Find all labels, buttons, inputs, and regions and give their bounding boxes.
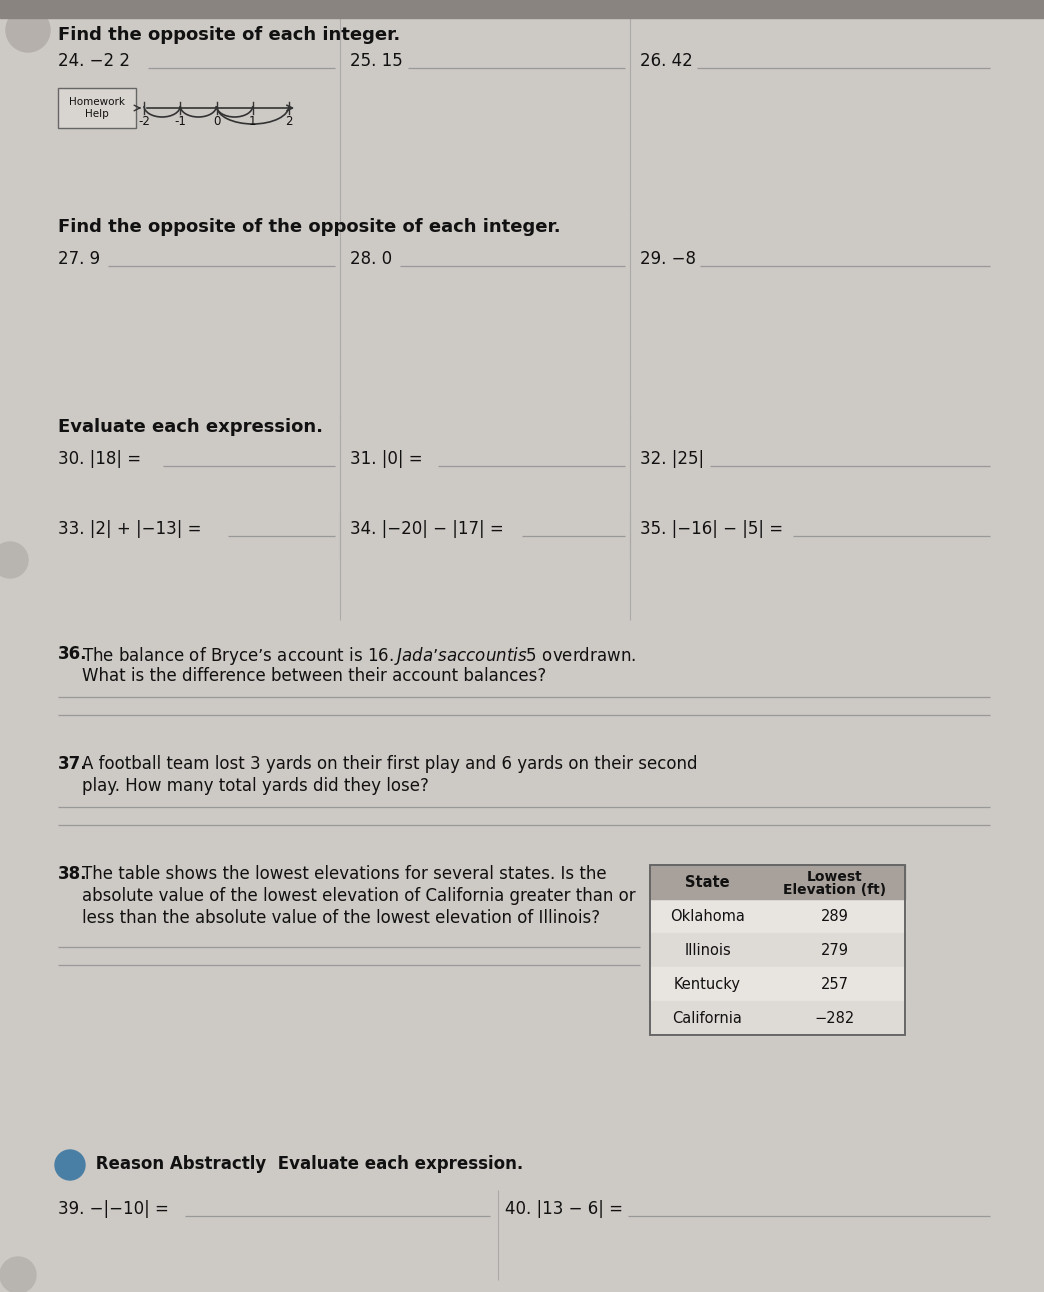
Bar [650, 866, 905, 1035]
Text: 25. 15: 25. 15 [350, 52, 403, 70]
Text: 30. |18| =: 30. |18| = [58, 450, 141, 468]
Text: The table shows the lowest elevations for several states. Is the: The table shows the lowest elevations fo… [82, 866, 607, 882]
Text: 33. |2| + |−13| =: 33. |2| + |−13| = [58, 519, 201, 537]
Text: Find the opposite of the opposite of each integer.: Find the opposite of the opposite of eac… [58, 218, 561, 236]
Text: 38.: 38. [58, 866, 88, 882]
Text: California: California [672, 1010, 742, 1026]
Circle shape [0, 543, 28, 578]
Text: 27. 9: 27. 9 [58, 249, 100, 267]
Text: 34. |−20| − |17| =: 34. |−20| − |17| = [350, 519, 504, 537]
Text: The balance of Bryce’s account is $16. Jada’s account is $5 overdrawn.: The balance of Bryce’s account is $16. J… [82, 645, 636, 667]
Circle shape [55, 1150, 85, 1180]
Text: 36.: 36. [58, 645, 88, 663]
Text: 2: 2 [285, 115, 292, 128]
Bar [650, 866, 905, 1035]
Text: CCSS: CCSS [55, 1160, 85, 1171]
Text: less than the absolute value of the lowest elevation of Illinois?: less than the absolute value of the lowe… [82, 910, 600, 926]
Text: Evaluate each expression.: Evaluate each expression. [58, 419, 323, 435]
Text: 0: 0 [213, 115, 220, 128]
Text: 39. −|−10| =: 39. −|−10| = [58, 1200, 169, 1218]
Bar [58, 88, 136, 128]
Bar [650, 1001, 905, 1035]
Text: Elevation (ft): Elevation (ft) [783, 882, 886, 897]
Text: Find the opposite of each integer.: Find the opposite of each integer. [58, 26, 400, 44]
Bar [650, 966, 905, 1001]
Text: play. How many total yards did they lose?: play. How many total yards did they lose… [82, 776, 429, 795]
Text: Kentucky: Kentucky [674, 977, 741, 991]
Text: What is the difference between their account balances?: What is the difference between their acc… [82, 667, 546, 685]
Text: 279: 279 [821, 942, 849, 957]
Text: Oklahoma: Oklahoma [670, 908, 745, 924]
Text: 24. −2 2: 24. −2 2 [58, 52, 130, 70]
Bar [650, 866, 905, 899]
Text: 37.: 37. [58, 755, 88, 773]
Text: absolute value of the lowest elevation of California greater than or: absolute value of the lowest elevation o… [82, 888, 636, 904]
Text: 32. |25|: 32. |25| [640, 450, 704, 468]
Text: State: State [685, 875, 730, 889]
Text: A football team lost 3 yards on their first play and 6 yards on their second: A football team lost 3 yards on their fi… [82, 755, 697, 773]
Text: −282: −282 [815, 1010, 855, 1026]
Text: 31. |0| =: 31. |0| = [350, 450, 423, 468]
Text: Reason Abstractly  Evaluate each expression.: Reason Abstractly Evaluate each expressi… [90, 1155, 523, 1173]
Text: Illinois: Illinois [684, 942, 731, 957]
Text: 28. 0: 28. 0 [350, 249, 393, 267]
Bar [0, 0, 1044, 18]
Bar [650, 933, 905, 966]
Text: 289: 289 [821, 908, 849, 924]
Text: 35. |−16| − |5| =: 35. |−16| − |5| = [640, 519, 783, 537]
Text: Homework
Help: Homework Help [69, 97, 125, 119]
Text: 257: 257 [821, 977, 849, 991]
Text: Lowest: Lowest [807, 870, 863, 884]
Text: -2: -2 [138, 115, 150, 128]
Text: 40. |13 − 6| =: 40. |13 − 6| = [505, 1200, 623, 1218]
Text: 1: 1 [250, 115, 257, 128]
Text: -1: -1 [174, 115, 186, 128]
Bar [650, 899, 905, 933]
Circle shape [6, 8, 50, 52]
Text: 26. 42: 26. 42 [640, 52, 693, 70]
Circle shape [0, 1257, 35, 1292]
Text: 29. −8: 29. −8 [640, 249, 696, 267]
